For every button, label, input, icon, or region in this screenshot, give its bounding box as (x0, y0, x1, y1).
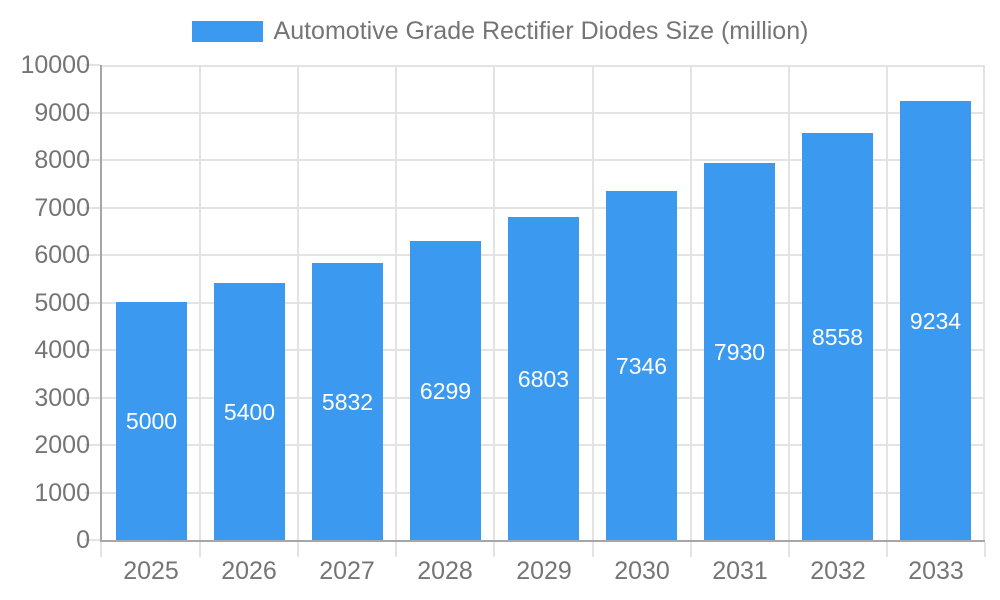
bar-2025: 5000 (116, 302, 187, 540)
y-axis-label-8000: 8000 (34, 146, 90, 174)
bar-value-label-2026: 5400 (223, 399, 276, 425)
bar-2029: 6803 (508, 217, 579, 540)
bar-value-label-2027: 5832 (321, 389, 374, 415)
gridline-x-6 (690, 65, 692, 540)
y-axis-label-0: 0 (76, 526, 90, 554)
gridline-x-3 (395, 65, 397, 540)
bar-value-label-2033: 9234 (909, 308, 962, 334)
y-axis-tick (85, 491, 100, 494)
bar-2027: 5832 (312, 263, 383, 540)
x-axis-tick (493, 542, 495, 557)
y-axis-label-2000: 2000 (34, 431, 90, 459)
y-axis-tick (85, 349, 100, 351)
y-axis-tick (85, 444, 100, 446)
gridline-x-5 (592, 65, 594, 540)
x-axis-label-2031: 2031 (712, 557, 768, 585)
x-axis-tick (100, 542, 102, 557)
bar-value-label-2030: 7346 (615, 353, 668, 379)
legend-label: Automotive Grade Rectifier Diodes Size (… (273, 17, 809, 45)
x-axis-label-2025: 2025 (123, 557, 179, 585)
gridline-y-8000 (102, 159, 985, 161)
gridline-x-7 (788, 65, 790, 540)
bar-value-label-2028: 6299 (419, 378, 472, 404)
x-axis-label-2033: 2033 (908, 557, 964, 585)
bar-2026: 5400 (214, 283, 285, 540)
y-axis-tick (85, 64, 100, 66)
x-axis-tick (984, 542, 986, 557)
y-axis-label-10000: 10000 (20, 51, 90, 79)
x-axis-tick (592, 542, 594, 557)
y-axis-tick (85, 159, 100, 161)
plot-area: 5000 5400 5832 6299 6803 7346 7930 8558 9234 (100, 65, 985, 542)
x-axis-tick (788, 542, 790, 557)
gridline-x-1 (199, 65, 201, 540)
gridline-x-9 (983, 65, 985, 540)
x-axis-tick (690, 542, 692, 557)
x-axis-tick (886, 542, 888, 557)
bar-2028: 6299 (410, 241, 481, 540)
x-axis-label-2028: 2028 (417, 557, 473, 585)
x-axis-tick (297, 542, 299, 557)
gridline-x-2 (297, 65, 299, 540)
y-axis-label-3000: 3000 (34, 383, 90, 412)
y-axis-tick (85, 206, 100, 209)
x-axis-label-2029: 2029 (516, 557, 572, 585)
x-axis-label-2032: 2032 (810, 557, 866, 585)
bar-value-label-2029: 6803 (517, 366, 570, 392)
gridline-y-7000 (102, 206, 985, 209)
gridline-y-10000 (102, 65, 985, 67)
bar-2031: 7930 (704, 163, 775, 540)
bar-2032: 8558 (802, 133, 873, 540)
y-axis-label-6000: 6000 (34, 241, 90, 269)
bar-value-label-2032: 8558 (811, 324, 864, 350)
y-axis-label-4000: 4000 (34, 336, 90, 364)
x-axis-label-2027: 2027 (319, 557, 375, 585)
bar-value-label-2025: 5000 (125, 408, 178, 434)
y-axis-tick (85, 396, 100, 399)
bar-2033: 9234 (900, 101, 971, 540)
bar-2030: 7346 (606, 191, 677, 540)
y-axis-label-5000: 5000 (34, 288, 90, 317)
y-axis-tick (85, 301, 100, 304)
gridline-x-4 (493, 65, 495, 540)
gridline-y-9000 (102, 111, 985, 114)
y-axis-label-7000: 7000 (34, 193, 90, 222)
x-axis-tick (199, 542, 201, 557)
y-axis-label-1000: 1000 (34, 478, 90, 507)
x-axis-label-2030: 2030 (614, 557, 670, 585)
legend-swatch-icon (191, 20, 263, 42)
y-axis-label-9000: 9000 (34, 98, 90, 127)
bar-value-label-2031: 7930 (713, 339, 766, 365)
x-axis-label-2026: 2026 (221, 557, 277, 585)
y-axis-tick (85, 539, 100, 541)
x-axis-tick (395, 542, 397, 557)
y-axis-tick (85, 111, 100, 114)
legend[interactable]: Automotive Grade Rectifier Diodes Size (… (0, 18, 1000, 44)
gridline-x-8 (886, 65, 888, 540)
y-axis-tick (85, 254, 100, 256)
